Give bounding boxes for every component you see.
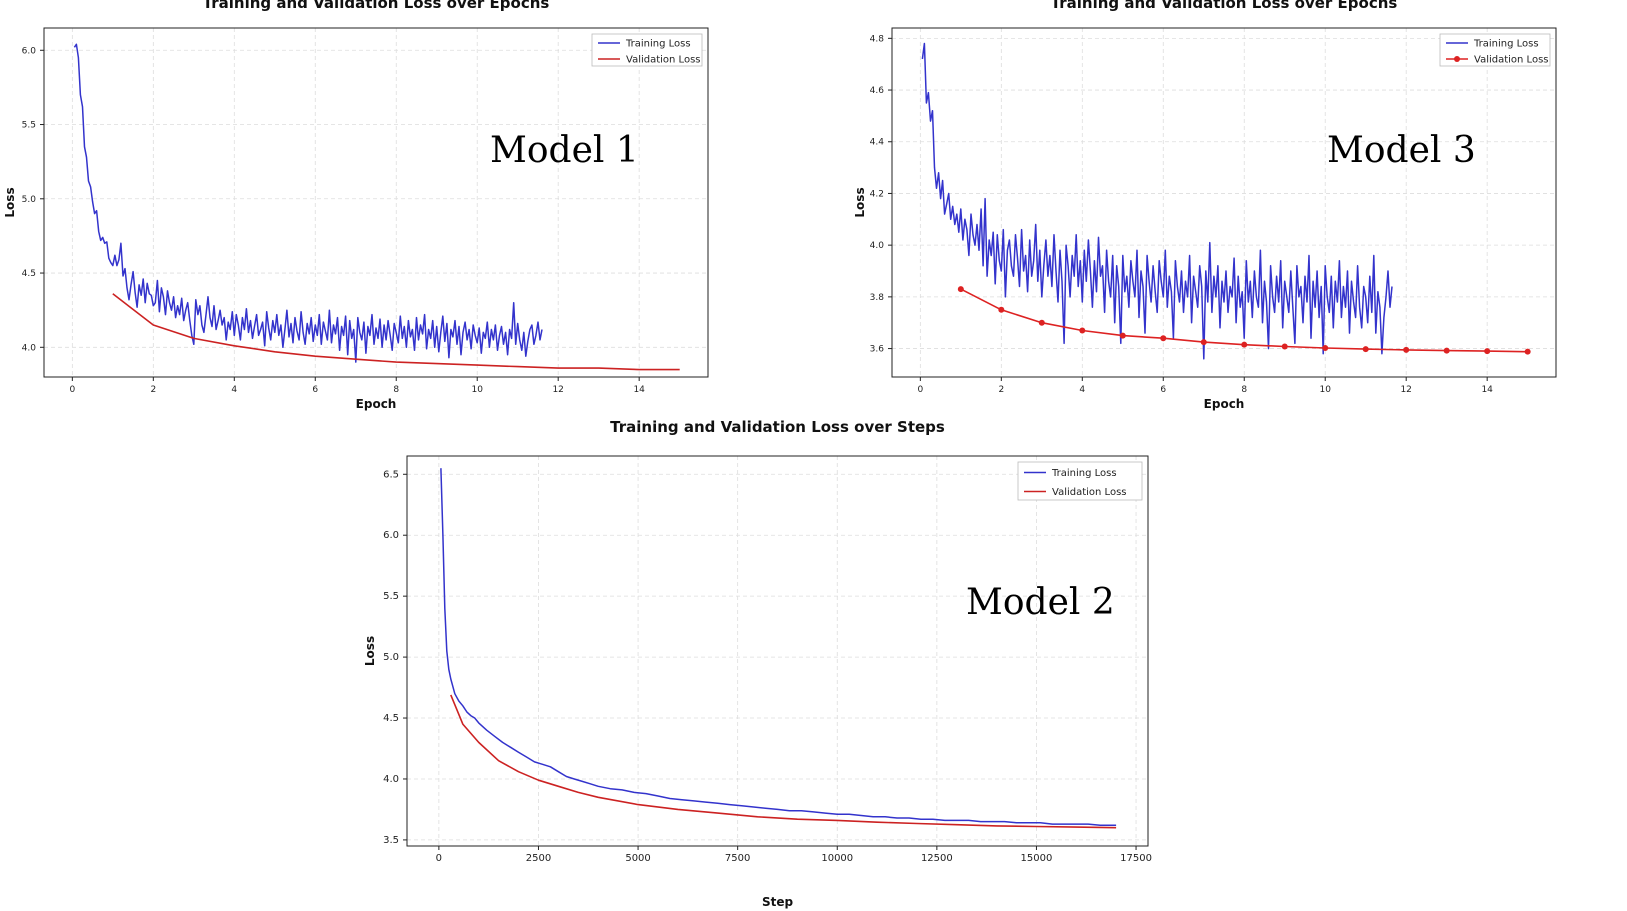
- legend-label: Validation Loss: [626, 55, 701, 66]
- y-axis-label: Loss: [363, 636, 377, 666]
- y-tick-label: 6.0: [383, 530, 399, 541]
- plot-frame: [406, 455, 1149, 847]
- series-line-training-loss: [440, 468, 1117, 827]
- validation-loss-point: [1484, 348, 1491, 355]
- legend: Training Loss Validation Loss: [1017, 461, 1143, 501]
- model-annotation: Model 2: [966, 582, 1115, 623]
- plot-frame: [43, 27, 709, 378]
- validation-loss-point: [1119, 332, 1126, 339]
- x-tick-label: 10: [471, 385, 483, 395]
- x-tick-label: 6: [1160, 385, 1166, 395]
- legend-label: Validation Loss: [1474, 55, 1549, 66]
- validation-loss-point: [1322, 345, 1329, 352]
- x-tick-label: 14: [1481, 385, 1493, 395]
- series-line-validation-loss: [112, 293, 680, 371]
- y-tick-label: 4.5: [383, 713, 399, 724]
- chart-title: Training and Validation Loss over Epochs: [203, 0, 550, 12]
- x-tick-label: 10000: [821, 853, 853, 864]
- x-tick-label: 5000: [625, 853, 650, 864]
- y-tick-label: 3.8: [870, 293, 885, 303]
- legend: Training Loss Validation Loss: [591, 33, 703, 67]
- y-tick-label: 3.5: [383, 835, 399, 846]
- y-axis-label: Loss: [853, 187, 867, 217]
- x-axis-label: Step: [762, 895, 794, 909]
- chart-title: Training and Validation Loss over Epochs: [1051, 0, 1398, 12]
- chart-m3: Training and Validation Loss over Epochs…: [853, 0, 1557, 411]
- y-tick-label: 5.0: [22, 195, 37, 205]
- x-tick-label: 12: [552, 385, 563, 395]
- model-annotation: Model 3: [1327, 130, 1476, 171]
- model-annotation: Model 1: [490, 130, 639, 171]
- validation-loss-point: [1281, 343, 1288, 350]
- x-tick-label: 14: [633, 385, 645, 395]
- series-line-training-loss: [73, 43, 543, 363]
- chart-m1: Training and Validation Loss over Epochs…: [3, 0, 709, 411]
- x-tick-label: 2: [998, 385, 1004, 395]
- chart-title: Training and Validation Loss over Steps: [610, 418, 945, 436]
- x-tick-label: 15000: [1021, 853, 1053, 864]
- x-tick-label: 8: [1241, 385, 1247, 395]
- x-tick-label: 12: [1400, 385, 1411, 395]
- validation-loss-point: [1038, 319, 1045, 326]
- validation-loss-point: [1160, 335, 1167, 342]
- x-tick-label: 0: [69, 385, 75, 395]
- y-tick-label: 4.2: [870, 189, 884, 199]
- validation-loss-point: [1241, 341, 1248, 348]
- validation-loss-point: [1362, 346, 1369, 353]
- y-tick-label: 4.0: [22, 343, 37, 353]
- x-tick-label: 4: [1079, 385, 1085, 395]
- x-tick-label: 7500: [725, 853, 750, 864]
- legend-label: Training Loss: [1051, 468, 1117, 479]
- y-tick-label: 3.6: [870, 345, 885, 355]
- x-tick-label: 8: [393, 385, 399, 395]
- x-tick-label: 17500: [1120, 853, 1152, 864]
- legend-label: Training Loss: [1473, 39, 1539, 50]
- validation-loss-point: [1403, 346, 1410, 353]
- legend-label: Training Loss: [625, 39, 691, 50]
- y-tick-label: 5.0: [383, 652, 399, 663]
- x-tick-label: 2: [150, 385, 156, 395]
- validation-loss-point: [1079, 327, 1086, 334]
- y-tick-label: 4.4: [870, 138, 885, 148]
- y-tick-label: 6.0: [22, 46, 37, 56]
- validation-loss-point: [957, 286, 964, 293]
- y-tick-label: 5.5: [383, 591, 399, 602]
- y-tick-label: 4.0: [383, 774, 399, 785]
- y-tick-label: 4.6: [870, 86, 885, 96]
- x-tick-label: 12500: [921, 853, 953, 864]
- x-tick-label: 0: [917, 385, 923, 395]
- y-tick-label: 4.5: [22, 269, 36, 279]
- legend-box: [1017, 461, 1143, 501]
- legend-box: [591, 33, 703, 67]
- y-tick-label: 5.5: [22, 121, 36, 131]
- x-tick-label: 0: [436, 853, 442, 864]
- x-axis-label: Epoch: [1204, 397, 1245, 411]
- validation-loss-point: [1200, 339, 1207, 346]
- x-tick-label: 10: [1319, 385, 1331, 395]
- legend-label: Validation Loss: [1052, 487, 1127, 498]
- series-line-training-loss: [921, 42, 1393, 360]
- series-line-validation-loss: [450, 694, 1117, 829]
- y-tick-label: 6.5: [383, 469, 399, 480]
- x-tick-label: 6: [312, 385, 318, 395]
- x-axis-label: Epoch: [356, 397, 397, 411]
- validation-loss-point: [998, 306, 1005, 313]
- validation-loss-point: [1524, 348, 1531, 355]
- chart-m2: Training and Validation Loss over Steps 0…: [363, 418, 1152, 909]
- x-tick-label: 2500: [526, 853, 551, 864]
- y-axis-label: Loss: [3, 187, 17, 217]
- validation-loss-point: [1443, 347, 1450, 354]
- legend: Training Loss Validation Loss: [1439, 33, 1551, 67]
- legend-marker: [1454, 56, 1460, 62]
- y-tick-label: 4.8: [870, 34, 885, 44]
- x-tick-label: 4: [231, 385, 237, 395]
- y-tick-label: 4.0: [870, 241, 885, 251]
- plot-frame: [891, 27, 1557, 378]
